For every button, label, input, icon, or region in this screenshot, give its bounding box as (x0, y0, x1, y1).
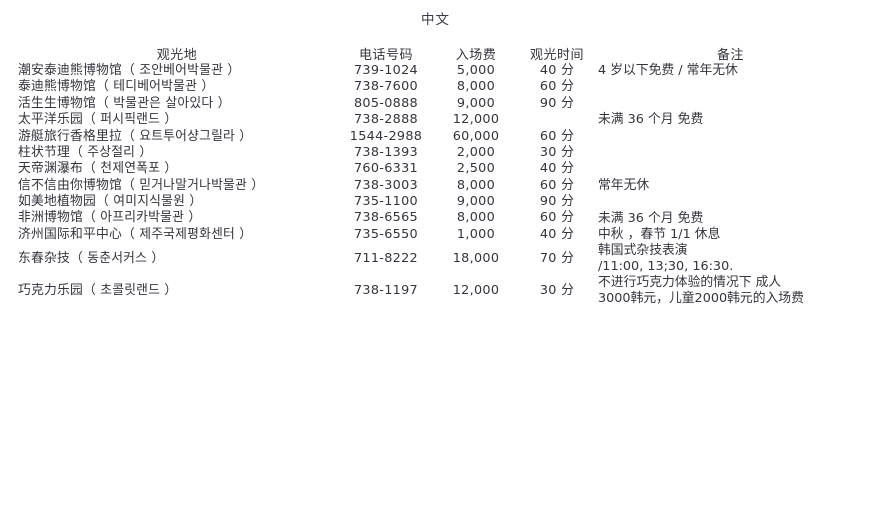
cell-attraction-name: 泰迪熊博物馆（ 테디베어박물관 ） (18, 79, 215, 95)
column-header-duration: 观光时间 (529, 48, 584, 63)
cell-remarks: 韩国式杂技表演 /11:00, 13;30, 16:30. (598, 243, 734, 275)
table-row: 泰迪熊博物馆（ 테디베어박물관 ） 738-7600 8,000 60 分 (18, 79, 863, 95)
cell-admission-fee: 8,000 (456, 79, 496, 95)
cell-duration: 60 分 (539, 79, 575, 95)
cell-attraction-name: 如美地植物园（ 여미지식물원 ） (18, 194, 203, 209)
cell-remarks: 常年无休 (598, 177, 650, 193)
cell-attraction-name: 游艇旅行香格里拉（ 요트투어샹그릴라 ） (18, 128, 253, 144)
cell-admission-fee: 18,000 (452, 250, 500, 266)
cell-telephone: 711-8222 (353, 250, 418, 266)
cell-duration: 40 分 (539, 63, 575, 78)
cell-remarks: 不进行巧克力体验的情况下 成人 3000韩元，儿童2000韩元的入场费 (598, 275, 804, 307)
cell-telephone: 1544-2988 (349, 128, 423, 144)
cell-admission-fee: 9,000 (456, 95, 496, 111)
cell-attraction-name: 潮安泰迪熊博物馆（ 조안베어박물관 ） (18, 63, 241, 78)
table-row: 太平洋乐园（ 퍼시픽랜드 ） 738-2888 12,000 未满 36 个月 免费 (18, 112, 863, 128)
table-row: 活生生博物馆（ 박물관은 살아있다 ） 805-0888 9,000 90 分 (18, 96, 863, 112)
cell-telephone: 738-3003 (353, 177, 418, 193)
cell-duration: 30 分 (539, 282, 575, 298)
cell-telephone: 735-6550 (353, 226, 418, 242)
cell-attraction-name: 天帝渊瀑布（ 천제연폭포 ） (18, 161, 178, 177)
cell-remarks: 4 岁以下免费 / 常年无休 (598, 63, 738, 79)
cell-admission-fee: 2,500 (456, 161, 496, 177)
header-row: 观光地 电话号码 入场费 观光时间 备注 (18, 44, 863, 63)
cell-admission-fee: 9,000 (456, 194, 496, 209)
table-row: 济州国际和平中心（ 제주국제평화센터 ） 735-6550 1,000 40 分 中秋 … (18, 227, 863, 243)
cell-attraction-name: 活生生博物馆（ 박물관은 살아있다 ） (18, 95, 231, 111)
column-header-telephone: 电话号码 (358, 48, 413, 63)
cell-duration: 90 分 (539, 194, 575, 209)
cell-duration (516, 112, 598, 128)
cell-admission-fee: 2,000 (456, 144, 496, 160)
cell-admission-fee: 12,000 (452, 282, 500, 298)
table-container: 观光地 电话号码 入场费 观光时间 备注 潮安泰迪熊博物馆（ 조안베어박물관 ）… (0, 44, 871, 307)
table-row: 东春杂技（ 동춘서커스 ） 711-8222 18,000 70 分 韩国式杂技表演 /… (18, 243, 863, 275)
cell-duration: 30 分 (539, 144, 575, 160)
cell-admission-fee: 8,000 (456, 210, 496, 226)
table-row: 潮安泰迪熊博物馆（ 조안베어박물관 ） 739-1024 5,000 40 分 4 岁以… (18, 63, 863, 79)
cell-admission-fee: 12,000 (452, 112, 500, 128)
table-row: 柱状节理（ 주상절리 ） 738-1393 2,000 30 分 (18, 145, 863, 161)
table-row: 非洲博物馆（ 아프리카박물관 ） 738-6565 8,000 60 分 未满 36 个… (18, 210, 863, 226)
table-header: 观光地 电话号码 入场费 观光时间 备注 (18, 44, 863, 63)
cell-telephone: 738-6565 (353, 210, 418, 226)
column-header-remarks: 备注 (716, 48, 744, 63)
cell-telephone: 735-1100 (353, 194, 418, 209)
column-header-name: 观光地 (156, 48, 198, 63)
cell-admission-fee: 8,000 (456, 177, 496, 193)
cell-attraction-name: 信不信由你博物馆（ 믿거나말거나박물관 ） (18, 177, 265, 193)
cell-duration: 40 分 (539, 226, 575, 242)
table-row: 天帝渊瀑布（ 천제연폭포 ） 760-6331 2,500 40 分 (18, 161, 863, 177)
cell-telephone: 760-6331 (353, 161, 418, 177)
table-row: 信不信由你博物馆（ 믿거나말거나박물관 ） 738-3003 8,000 60 分 常年… (18, 178, 863, 194)
cell-admission-fee: 5,000 (456, 63, 496, 78)
cell-remarks (598, 194, 863, 210)
cell-remarks: 中秋 ，春节 1/1 休息 (598, 226, 721, 242)
cell-attraction-name: 济州国际和平中心（ 제주국제평화센터 ） (18, 226, 253, 242)
cell-remarks: 未满 36 个月 免费 (598, 112, 704, 128)
cell-duration: 60 分 (539, 128, 575, 144)
cell-remarks (598, 96, 863, 112)
tourist-attractions-table: 观光地 电话号码 入场费 观光时间 备注 潮安泰迪熊博物馆（ 조안베어박물관 ）… (18, 44, 863, 307)
table-row: 巧克力乐园（ 초콜릿랜드 ） 738-1197 12,000 30 分 不进行巧克力体验… (18, 275, 863, 307)
cell-attraction-name: 柱状节理（ 주상절리 ） (18, 144, 153, 160)
cell-duration: 70 分 (539, 250, 575, 266)
cell-telephone: 805-0888 (353, 95, 418, 111)
cell-remarks (598, 129, 863, 145)
cell-telephone: 739-1024 (353, 63, 418, 78)
cell-remarks (598, 79, 863, 95)
cell-attraction-name: 东春杂技（ 동춘서커스 ） (18, 250, 165, 266)
table-body: 潮安泰迪熊博物馆（ 조안베어박물관 ） 739-1024 5,000 40 分 4 岁以… (18, 63, 863, 307)
cell-telephone: 738-2888 (353, 112, 418, 128)
cell-telephone: 738-1197 (353, 282, 418, 298)
cell-admission-fee: 60,000 (452, 128, 500, 144)
cell-admission-fee: 1,000 (456, 226, 496, 242)
cell-attraction-name: 太平洋乐园（ 퍼시픽랜드 ） (18, 112, 178, 128)
cell-remarks: 未满 36 个月 免费 (598, 210, 704, 226)
page-title: 中文 (421, 12, 450, 28)
cell-duration: 90 分 (539, 95, 575, 111)
cell-duration: 60 分 (539, 177, 575, 193)
cell-remarks (598, 161, 863, 177)
table-row: 如美地植物园（ 여미지식물원 ） 735-1100 9,000 90 分 (18, 194, 863, 210)
cell-telephone: 738-1393 (353, 144, 418, 160)
cell-duration: 40 分 (539, 161, 575, 177)
table-row: 游艇旅行香格里拉（ 요트투어샹그릴라 ） 1544-2988 60,000 60 分 (18, 129, 863, 145)
cell-attraction-name: 非洲博物馆（ 아프리카박물관 ） (18, 210, 202, 226)
cell-duration: 60 分 (539, 210, 575, 226)
cell-attraction-name: 巧克力乐园（ 초콜릿랜드 ） (18, 282, 178, 298)
cell-remarks (598, 145, 863, 161)
column-header-fee: 入场费 (455, 48, 497, 63)
cell-telephone: 738-7600 (353, 79, 418, 95)
